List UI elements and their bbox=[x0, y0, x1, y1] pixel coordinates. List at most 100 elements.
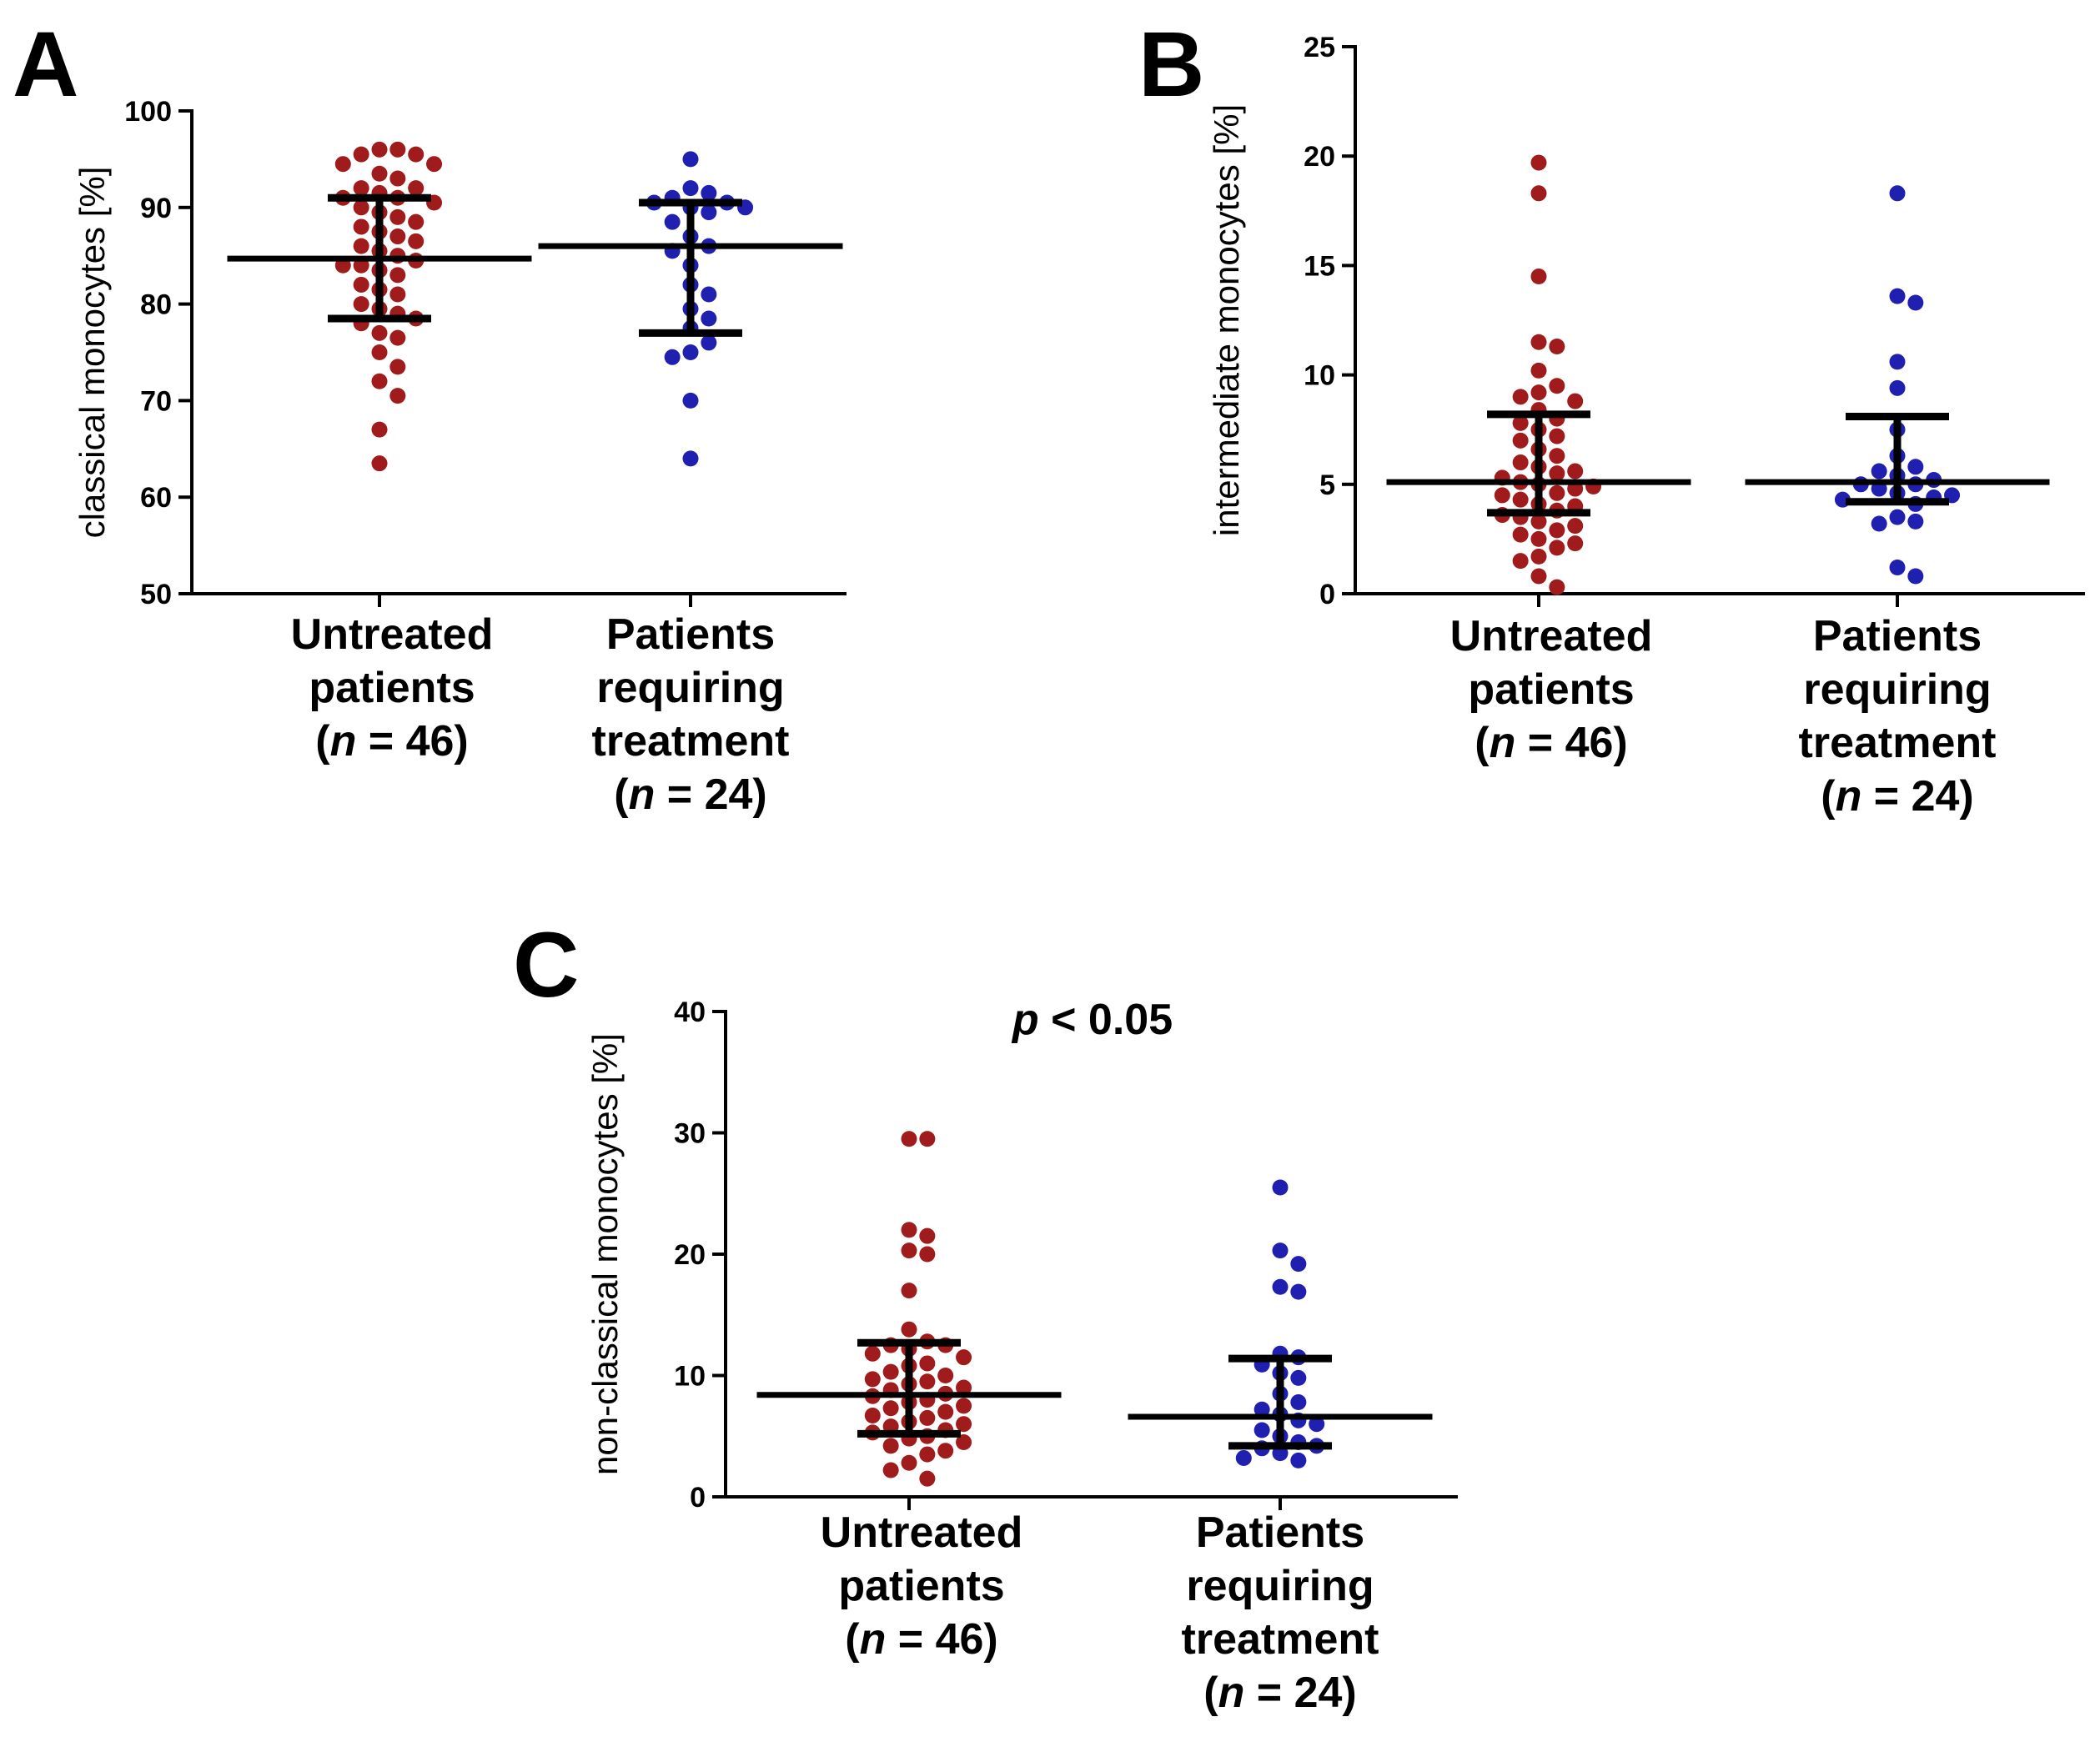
y-tick-label: 100 bbox=[124, 96, 172, 128]
data-point bbox=[901, 1321, 917, 1338]
data-point bbox=[682, 151, 699, 168]
data-point bbox=[1272, 1278, 1289, 1295]
category-label: Untreated bbox=[1450, 612, 1653, 660]
data-point bbox=[1567, 463, 1584, 479]
data-point bbox=[1549, 540, 1565, 556]
data-point bbox=[701, 184, 717, 201]
category-label: requiring bbox=[596, 664, 784, 712]
panel-letter: A bbox=[13, 13, 78, 116]
data-point bbox=[956, 1434, 972, 1451]
y-tick-label: 10 bbox=[1304, 360, 1335, 392]
data-point bbox=[1871, 515, 1887, 532]
y-tick-label: 70 bbox=[140, 385, 172, 417]
data-point bbox=[956, 1349, 972, 1366]
data-point bbox=[919, 1446, 936, 1463]
data-point bbox=[371, 344, 388, 360]
category-label: Untreated bbox=[291, 610, 494, 659]
data-point bbox=[1889, 509, 1906, 525]
data-point bbox=[1235, 1449, 1252, 1466]
data-point bbox=[371, 421, 388, 438]
data-point bbox=[1530, 548, 1547, 565]
category-label: patients bbox=[309, 664, 475, 712]
data-point bbox=[1309, 1416, 1325, 1433]
panel-letter: C bbox=[513, 914, 579, 1017]
data-point bbox=[389, 286, 406, 303]
data-point bbox=[882, 1363, 899, 1380]
data-point bbox=[389, 388, 406, 404]
data-point bbox=[389, 228, 406, 245]
data-point bbox=[919, 1227, 936, 1244]
data-point bbox=[1512, 553, 1529, 570]
data-point bbox=[1549, 378, 1565, 394]
data-point bbox=[956, 1398, 972, 1414]
data-point bbox=[864, 1408, 881, 1424]
category-label: (n = 24) bbox=[614, 771, 767, 819]
category-label: (n = 24) bbox=[1821, 772, 1974, 821]
category-label: (n = 24) bbox=[1203, 1669, 1357, 1717]
category-label: patients bbox=[838, 1562, 1004, 1610]
data-point bbox=[371, 141, 388, 158]
data-point bbox=[1530, 530, 1547, 547]
data-point bbox=[701, 310, 717, 327]
y-tick-label: 90 bbox=[140, 193, 172, 224]
data-point bbox=[701, 334, 717, 351]
data-point bbox=[389, 141, 406, 158]
data-point bbox=[353, 146, 369, 163]
data-point bbox=[1290, 1369, 1307, 1386]
category-label: Patients bbox=[1813, 612, 1982, 660]
y-tick-label: 0 bbox=[1319, 579, 1335, 610]
data-point bbox=[664, 213, 681, 230]
data-point bbox=[956, 1416, 972, 1433]
data-point bbox=[919, 1246, 936, 1263]
y-axis-title: intermediate monocytes [%] bbox=[1207, 104, 1246, 536]
y-tick-label: 0 bbox=[690, 1482, 706, 1514]
data-point bbox=[389, 208, 406, 225]
data-point bbox=[937, 1403, 954, 1420]
data-point bbox=[1290, 1394, 1307, 1411]
panel-letter: B bbox=[1138, 13, 1204, 116]
data-point bbox=[1530, 513, 1547, 530]
data-point bbox=[1512, 454, 1529, 471]
data-point bbox=[371, 455, 388, 472]
data-point bbox=[882, 1400, 899, 1417]
data-point bbox=[353, 199, 369, 216]
data-point bbox=[1530, 334, 1547, 350]
data-point bbox=[1871, 463, 1887, 479]
data-point bbox=[353, 218, 369, 235]
data-point bbox=[1549, 484, 1565, 501]
data-point bbox=[682, 344, 699, 360]
data-point bbox=[701, 204, 717, 221]
data-point bbox=[682, 180, 699, 197]
data-point bbox=[1272, 1242, 1289, 1259]
data-point bbox=[1253, 1422, 1270, 1438]
y-axis-title: non-classical monocytes [%] bbox=[585, 1033, 625, 1475]
data-point bbox=[1549, 428, 1565, 444]
y-tick-label: 30 bbox=[674, 1118, 706, 1150]
y-tick-label: 25 bbox=[1304, 32, 1335, 63]
data-point bbox=[408, 233, 425, 249]
data-point bbox=[1889, 185, 1906, 202]
data-point bbox=[1530, 154, 1547, 171]
data-point bbox=[1907, 513, 1924, 530]
data-point bbox=[1567, 535, 1584, 552]
data-point bbox=[1549, 448, 1565, 464]
data-point bbox=[1567, 518, 1584, 535]
data-point bbox=[1889, 354, 1906, 370]
data-point bbox=[901, 1222, 917, 1238]
p-value-annotation: p < 0.05 bbox=[1011, 996, 1173, 1044]
data-point bbox=[937, 1443, 954, 1459]
data-point bbox=[353, 296, 369, 313]
data-point bbox=[371, 324, 388, 341]
data-point bbox=[1907, 294, 1924, 311]
data-point bbox=[1530, 185, 1547, 202]
data-point bbox=[882, 1438, 899, 1454]
data-point bbox=[408, 213, 425, 230]
y-tick-label: 5 bbox=[1319, 469, 1335, 501]
data-point bbox=[864, 1345, 881, 1362]
data-point bbox=[901, 1242, 917, 1259]
panel-c: C 0 10 20 30 40 non-classical monocytes [%] Unt… bbox=[513, 914, 1458, 1717]
data-point bbox=[353, 276, 369, 293]
data-point bbox=[956, 1379, 972, 1396]
data-point bbox=[919, 1409, 936, 1426]
